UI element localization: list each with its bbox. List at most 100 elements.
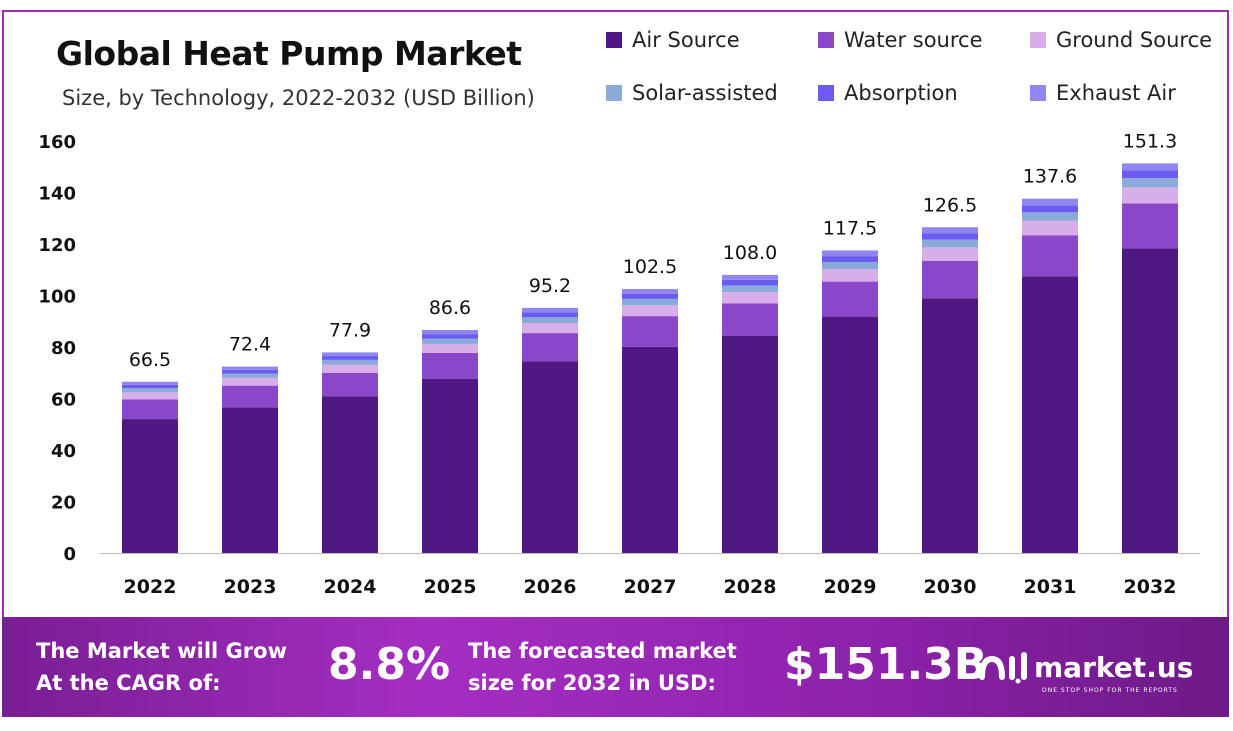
bar-segment-absorption — [922, 233, 978, 240]
bar-segment-exhaust-air — [1022, 198, 1078, 206]
legend-label: Solar-assisted — [632, 81, 778, 105]
bar-segment-absorption — [622, 293, 678, 299]
bar-total-label: 77.9 — [329, 319, 371, 341]
bar-segment-air-source — [1022, 276, 1078, 553]
bar-segment-exhaust-air — [822, 250, 878, 257]
bar-segment-solar-assisted — [522, 317, 578, 324]
x-tick-label: 2025 — [424, 576, 477, 598]
bar-segment-solar-assisted — [322, 359, 378, 365]
bar-segment-ground-source — [922, 247, 978, 261]
legend-swatch — [1030, 32, 1046, 48]
x-tick-label: 2029 — [824, 576, 877, 598]
legend-label: Absorption — [844, 81, 958, 105]
forecast-label-line2: size for 2032 in USD: — [468, 671, 716, 695]
bar-segment-ground-source — [722, 292, 778, 304]
cagr-label-line1: The Market will Grow — [36, 639, 287, 663]
legend-swatch — [1030, 85, 1046, 101]
bar-segment-water-source — [922, 260, 978, 299]
bar-segment-water-source — [522, 333, 578, 362]
bar-total-label: 137.6 — [1023, 166, 1077, 188]
legend-item-solar-assisted: Solar-assisted — [606, 81, 778, 105]
bar-segment-water-source — [322, 373, 378, 397]
bar-segment-water-source — [222, 385, 278, 408]
bar-segment-water-source — [1122, 203, 1178, 249]
bar-segment-ground-source — [222, 377, 278, 386]
forecast-label: The forecasted market size for 2032 in U… — [468, 635, 737, 699]
bar-segment-water-source — [722, 303, 778, 336]
x-tick-label: 2026 — [524, 576, 577, 598]
bar-segment-water-source — [122, 399, 178, 420]
forecast-label-line1: The forecasted market — [468, 639, 737, 663]
bar-segment-water-source — [622, 316, 678, 347]
bar-segment-absorption — [1122, 170, 1178, 179]
legend-swatch — [818, 85, 834, 101]
y-tick-label: 140 — [38, 184, 76, 205]
bar-segment-solar-assisted — [422, 338, 478, 344]
brand-name: market.us — [1034, 650, 1194, 684]
bar-segment-water-source — [822, 281, 878, 317]
bar-segment-solar-assisted — [622, 298, 678, 306]
bar-segment-ground-source — [622, 305, 678, 317]
bar-segment-ground-source — [122, 392, 178, 400]
bar-segment-air-source — [422, 378, 478, 553]
bar-segment-air-source — [722, 335, 778, 553]
bar-segment-exhaust-air — [122, 381, 178, 385]
x-tick-label: 2028 — [724, 576, 777, 598]
stacked-bar-chart: 0 20 40 60 80 100 120 140 160 66.5 2022 72.4 2023 77.… — [38, 130, 1200, 598]
legend-item-air-source: Air Source — [606, 28, 740, 52]
y-tick-label: 40 — [51, 441, 76, 462]
bar-segment-air-source — [922, 298, 978, 553]
bar-segment-absorption — [822, 256, 878, 263]
legend-item-ground-source: Ground Source — [1030, 28, 1212, 52]
market-us-logo-icon — [979, 652, 1027, 684]
bar-total-label: 108.0 — [723, 242, 777, 264]
bar-segment-water-source — [422, 352, 478, 379]
bar-segment-absorption — [322, 356, 378, 360]
x-tick-label: 2031 — [1024, 576, 1077, 598]
legend-item-exhaust-air: Exhaust Air — [1030, 81, 1176, 105]
bar-segment-exhaust-air — [322, 352, 378, 357]
bar-segment-exhaust-air — [922, 227, 978, 234]
legend-label: Exhaust Air — [1056, 81, 1176, 105]
bar-segment-exhaust-air — [422, 330, 478, 335]
bar-segment-solar-assisted — [722, 285, 778, 293]
y-tick-label: 100 — [38, 287, 76, 308]
bar-segment-air-source — [322, 396, 378, 553]
brand-logo: market.us ONE STOP SHOP FOR THE REPORTS — [978, 647, 1194, 694]
bar-segment-absorption — [222, 369, 278, 374]
x-tick-label: 2032 — [1124, 576, 1177, 598]
bar-segment-air-source — [222, 407, 278, 553]
legend-label: Air Source — [632, 28, 740, 52]
bar-segment-ground-source — [522, 323, 578, 334]
y-tick-label: 120 — [38, 235, 76, 256]
bar-segment-solar-assisted — [922, 239, 978, 248]
bar-segment-solar-assisted — [1122, 178, 1178, 188]
bar-segment-air-source — [822, 316, 878, 553]
bar-segment-absorption — [122, 384, 178, 389]
y-tick-label: 80 — [51, 338, 76, 359]
bar-total-label: 126.5 — [923, 194, 977, 216]
bar-total-label: 117.5 — [823, 217, 877, 239]
chart-subtitle: Size, by Technology, 2022-2032 (USD Bill… — [62, 86, 535, 110]
bar-segment-absorption — [1022, 205, 1078, 213]
bar-segment-absorption — [422, 334, 478, 339]
bar-segment-solar-assisted — [1022, 212, 1078, 221]
chart-title: Global Heat Pump Market — [56, 34, 522, 73]
bar-total-label: 95.2 — [529, 275, 571, 297]
legend-swatch — [818, 32, 834, 48]
bar-segment-exhaust-air — [622, 289, 678, 294]
cagr-label: The Market will Grow At the CAGR of: — [36, 635, 287, 699]
bar-segment-absorption — [722, 279, 778, 286]
bar-segment-air-source — [622, 346, 678, 553]
bar-segment-exhaust-air — [1122, 163, 1178, 171]
bar-segment-air-source — [1122, 248, 1178, 553]
bar-segment-air-source — [122, 419, 178, 553]
x-tick-label: 2022 — [124, 576, 177, 598]
bar-segment-ground-source — [322, 364, 378, 374]
y-tick-label: 0 — [63, 544, 76, 565]
bar-segment-ground-source — [422, 343, 478, 353]
bar-total-label: 102.5 — [623, 256, 677, 278]
legend-label: Water source — [844, 28, 983, 52]
footer-banner: The Market will Grow At the CAGR of: 8.8… — [2, 617, 1229, 717]
bar-total-label: 72.4 — [229, 334, 271, 356]
